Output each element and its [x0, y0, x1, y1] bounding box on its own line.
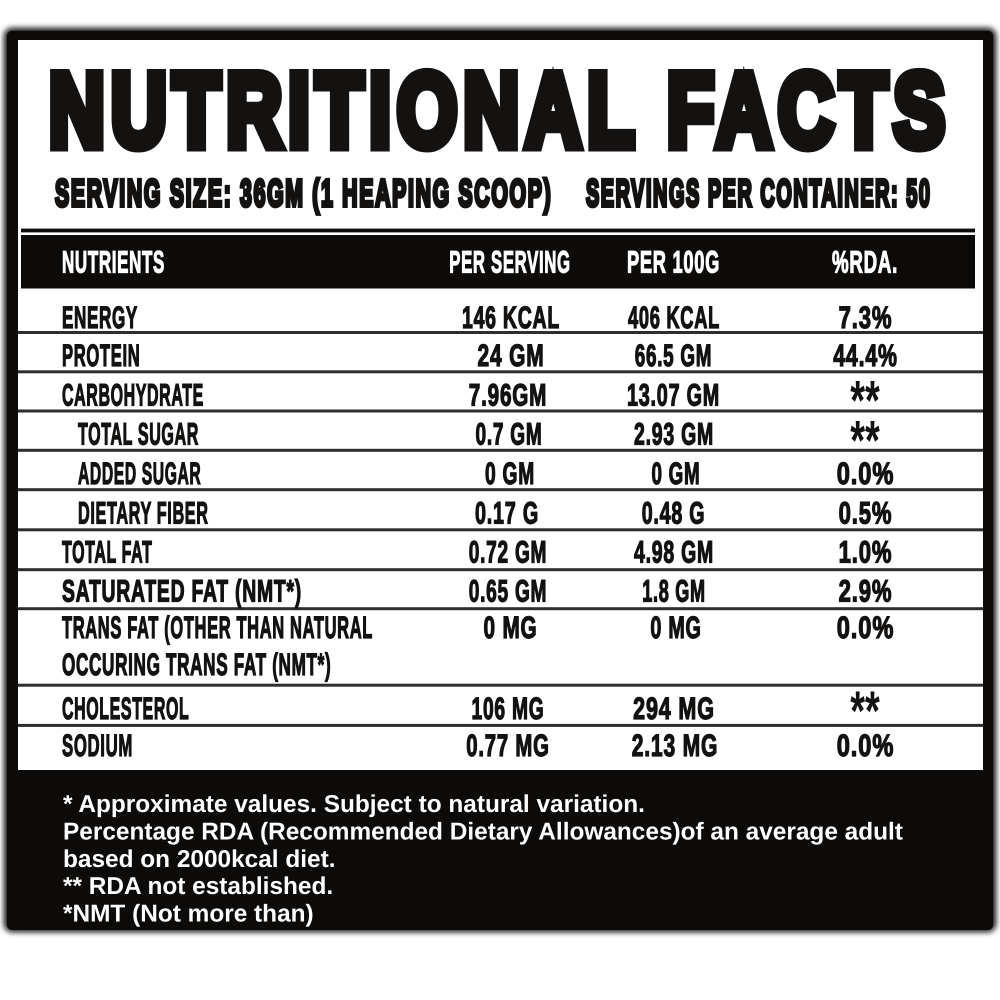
svg-text:NUTRITIONAL FACTS: NUTRITIONAL FACTS — [49, 53, 951, 169]
svg-text:0 MG: 0 MG — [484, 610, 538, 645]
svg-text:0.72 GM: 0.72 GM — [469, 535, 547, 570]
svg-text:2.93 GM: 2.93 GM — [634, 417, 714, 452]
svg-text:SERVING SIZE: 36GM (1 HEAPING: SERVING SIZE: 36GM (1 HEAPING SCOOP) — [55, 173, 552, 215]
svg-text:**: ** — [850, 369, 880, 432]
svg-text:PER 100G: PER 100G — [627, 245, 720, 280]
svg-text:OCCURING TRANS FAT (NMT*): OCCURING TRANS FAT (NMT*) — [62, 647, 331, 682]
svg-text:CARBOHYDRATE: CARBOHYDRATE — [62, 378, 204, 413]
svg-text:Percentage RDA (Recommended Di: Percentage RDA (Recommended Dietary Allo… — [63, 818, 903, 845]
svg-text:0.5%: 0.5% — [839, 496, 893, 531]
svg-text:7.96GM: 7.96GM — [469, 378, 547, 413]
svg-text:0.48 G: 0.48 G — [642, 496, 706, 531]
svg-text:0 MG: 0 MG — [650, 610, 701, 645]
svg-text:66.5 GM: 66.5 GM — [635, 338, 712, 373]
svg-text:ADDED SUGAR: ADDED SUGAR — [78, 456, 201, 491]
svg-text:SERVINGS PER CONTAINER: 50: SERVINGS PER CONTAINER: 50 — [586, 173, 932, 215]
svg-text:**: ** — [850, 409, 880, 472]
svg-text:SATURATED FAT (NMT*): SATURATED FAT (NMT*) — [62, 574, 302, 609]
svg-text:DIETARY FIBER: DIETARY FIBER — [78, 496, 209, 531]
svg-text:1.8 GM: 1.8 GM — [642, 574, 706, 609]
svg-text:406 KCAL: 406 KCAL — [628, 300, 720, 335]
svg-text:0.7 GM: 0.7 GM — [476, 417, 543, 452]
svg-text:**: ** — [850, 679, 880, 742]
svg-text:TOTAL SUGAR: TOTAL SUGAR — [78, 417, 199, 452]
svg-text:294 MG: 294 MG — [633, 691, 715, 726]
svg-text:106 MG: 106 MG — [472, 691, 545, 726]
svg-text:0 GM: 0 GM — [485, 456, 535, 491]
svg-text:SODIUM: SODIUM — [62, 728, 133, 763]
svg-text:146 KCAL: 146 KCAL — [462, 300, 560, 335]
svg-text:2.13 MG: 2.13 MG — [632, 728, 719, 763]
svg-text:%RDA.: %RDA. — [832, 245, 898, 280]
svg-text:0 GM: 0 GM — [652, 456, 701, 491]
svg-text:NUTRIENTS: NUTRIENTS — [62, 245, 165, 280]
svg-text:0.77 MG: 0.77 MG — [466, 728, 549, 763]
svg-text:0.17 G: 0.17 G — [475, 496, 539, 531]
svg-text:** RDA not established.: ** RDA not established. — [63, 873, 333, 900]
svg-text:0.0%: 0.0% — [837, 456, 895, 491]
svg-text:based on 2000kcal diet.: based on 2000kcal diet. — [63, 846, 336, 873]
svg-text:0.0%: 0.0% — [837, 728, 895, 763]
svg-text:7.3%: 7.3% — [839, 300, 893, 335]
svg-text:0.0%: 0.0% — [837, 610, 895, 645]
svg-text:0.65 GM: 0.65 GM — [469, 574, 547, 609]
svg-text:TRANS FAT (OTHER THAN NATURAL: TRANS FAT (OTHER THAN NATURAL — [62, 610, 373, 645]
svg-text:44.4%: 44.4% — [833, 338, 898, 373]
svg-text:* Approximate values. Subject: * Approximate values. Subject to natural… — [63, 791, 645, 818]
svg-text:ENERGY: ENERGY — [62, 300, 138, 335]
svg-text:*NMT (Not more than): *NMT (Not more than) — [63, 901, 314, 928]
svg-text:2.9%: 2.9% — [839, 574, 893, 609]
svg-text:4.98 GM: 4.98 GM — [634, 535, 714, 570]
svg-text:13.07 GM: 13.07 GM — [627, 378, 720, 413]
svg-text:CHOLESTEROL: CHOLESTEROL — [62, 691, 189, 726]
svg-text:PER SERVING: PER SERVING — [449, 245, 570, 280]
svg-text:PROTEIN: PROTEIN — [62, 338, 140, 373]
svg-text:TOTAL FAT: TOTAL FAT — [62, 535, 153, 570]
svg-text:24 GM: 24 GM — [478, 338, 545, 373]
svg-text:1.0%: 1.0% — [839, 535, 893, 570]
